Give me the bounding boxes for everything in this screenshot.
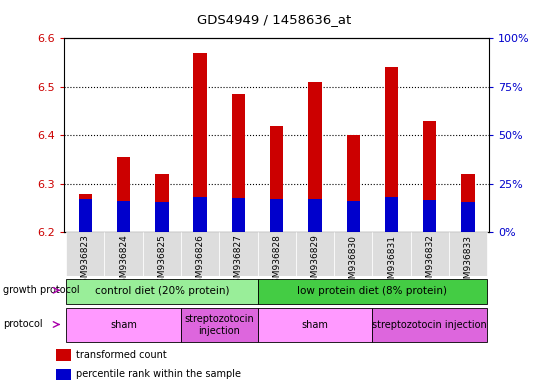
Bar (411, 232, 449, 276)
Bar (258, 232, 296, 276)
Bar (117, 157, 130, 232)
Text: GSM936826: GSM936826 (196, 235, 205, 290)
Text: sham: sham (110, 320, 137, 330)
Bar (308, 82, 321, 232)
Bar (219, 232, 258, 276)
Bar (56, 349, 70, 361)
Bar (372, 308, 487, 342)
Bar (270, 199, 283, 232)
Text: GSM936832: GSM936832 (425, 235, 434, 290)
Bar (143, 232, 181, 276)
Text: GSM936825: GSM936825 (158, 235, 167, 290)
Bar (258, 308, 372, 342)
Text: sham: sham (301, 320, 329, 330)
Text: GSM936831: GSM936831 (387, 235, 396, 290)
Bar (232, 94, 245, 232)
Bar (181, 308, 258, 342)
Text: GSM936829: GSM936829 (310, 235, 320, 290)
Bar (117, 201, 130, 232)
Bar (385, 68, 398, 232)
Bar (193, 197, 207, 232)
Bar (79, 194, 92, 232)
Bar (155, 174, 169, 232)
Bar (56, 369, 70, 380)
Text: GSM936828: GSM936828 (272, 235, 281, 290)
Bar (461, 202, 475, 232)
Bar (270, 126, 283, 232)
Text: GSM936823: GSM936823 (81, 235, 90, 290)
Bar (181, 232, 219, 276)
Bar (461, 174, 475, 232)
Bar (296, 232, 334, 276)
Bar (423, 200, 437, 232)
Bar (347, 201, 360, 232)
Bar (105, 232, 143, 276)
Text: control diet (20% protein): control diet (20% protein) (94, 286, 229, 296)
Bar (66, 308, 181, 342)
Text: GSM936827: GSM936827 (234, 235, 243, 290)
Text: low protein diet (8% protein): low protein diet (8% protein) (297, 286, 447, 296)
Bar (385, 197, 398, 232)
Bar (372, 232, 411, 276)
Bar (66, 279, 258, 304)
Text: streptozotocin injection: streptozotocin injection (372, 320, 487, 330)
Bar (334, 232, 372, 276)
Bar (423, 121, 437, 232)
Text: GSM936830: GSM936830 (349, 235, 358, 290)
Bar (449, 232, 487, 276)
Bar (79, 199, 92, 232)
Text: transformed count: transformed count (75, 350, 167, 360)
Text: GSM936824: GSM936824 (119, 235, 128, 289)
Text: GSM936833: GSM936833 (463, 235, 472, 290)
Text: GDS4949 / 1458636_at: GDS4949 / 1458636_at (197, 13, 351, 26)
Text: percentile rank within the sample: percentile rank within the sample (75, 369, 240, 379)
Bar (258, 279, 487, 304)
Text: protocol: protocol (3, 319, 42, 329)
Bar (347, 135, 360, 232)
Bar (308, 199, 321, 232)
Bar (193, 53, 207, 232)
Text: streptozotocin
injection: streptozotocin injection (184, 314, 254, 336)
Text: growth protocol: growth protocol (3, 285, 79, 295)
Bar (232, 199, 245, 232)
Bar (66, 232, 105, 276)
Bar (155, 202, 169, 232)
